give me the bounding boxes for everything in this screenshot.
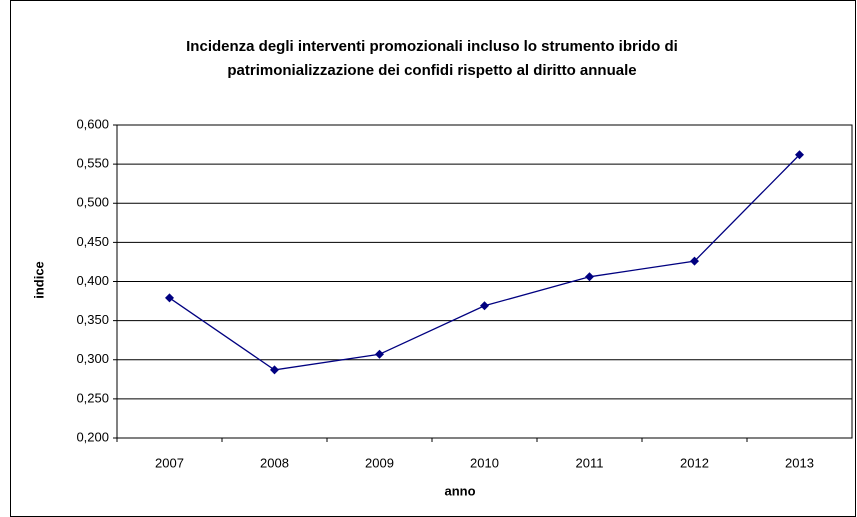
chart-title: Incidenza degli interventi promozionali … xyxy=(186,38,678,55)
data-point xyxy=(480,301,489,311)
chart-frame xyxy=(10,0,856,517)
y-tick-label: 0,450 xyxy=(76,234,109,249)
x-tick-label: 2012 xyxy=(680,455,709,470)
y-tick-label: 0,250 xyxy=(76,390,109,405)
y-tick-label: 0,300 xyxy=(76,351,109,366)
y-tick-label: 0,200 xyxy=(76,429,109,444)
x-tick-label: 2008 xyxy=(260,455,289,470)
data-point xyxy=(375,349,384,359)
y-tick-label: 0,350 xyxy=(76,312,109,327)
x-tick-label: 2013 xyxy=(785,455,814,470)
x-tick-label: 2007 xyxy=(155,455,184,470)
x-tick-label: 2009 xyxy=(365,455,394,470)
y-tick-label: 0,600 xyxy=(76,116,109,131)
data-point xyxy=(690,256,699,266)
x-tick-label: 2011 xyxy=(576,455,604,470)
data-point xyxy=(795,150,804,160)
y-axis-title: indice xyxy=(31,261,46,299)
x-tick-label: 2010 xyxy=(470,455,499,470)
chart-title: patrimonializzazione dei confidi rispett… xyxy=(227,62,636,79)
x-axis-title: anno xyxy=(444,483,475,498)
data-point xyxy=(165,293,174,303)
y-tick-label: 0,500 xyxy=(76,195,109,210)
data-point xyxy=(585,272,594,282)
y-tick-label: 0,400 xyxy=(76,273,109,288)
plot-area xyxy=(116,124,853,439)
y-tick-label: 0,550 xyxy=(76,156,109,171)
data-point xyxy=(270,365,279,375)
